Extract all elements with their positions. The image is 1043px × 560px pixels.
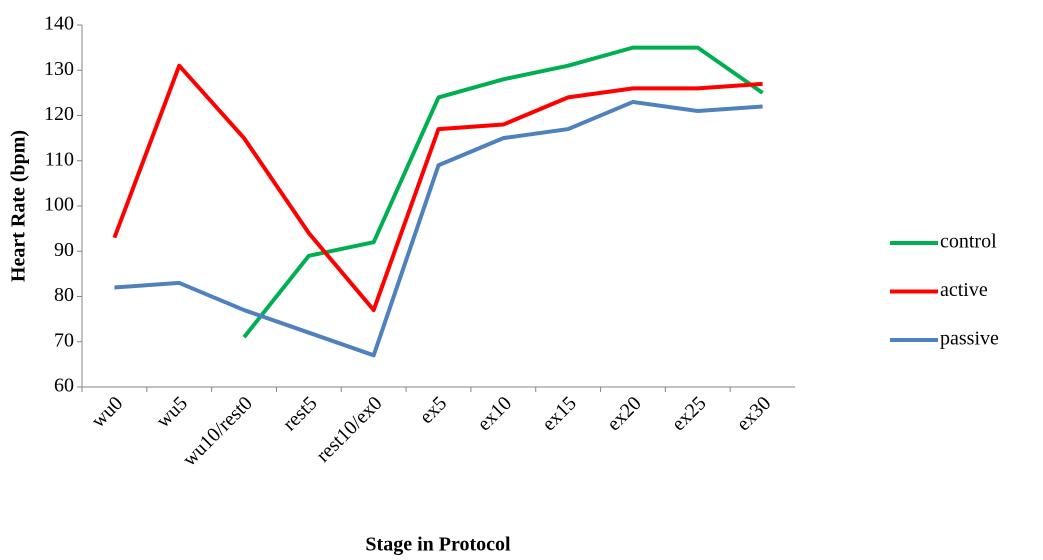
y-tick-label: 90 [54, 239, 74, 261]
x-tick-label: wu10/rest0 [178, 392, 256, 470]
x-tick-label: ex5 [415, 392, 451, 428]
y-tick-label: 80 [54, 284, 74, 306]
x-tick-label: ex30 [732, 392, 775, 435]
x-tick-label: ex25 [668, 392, 711, 435]
x-tick-label: wu0 [87, 392, 127, 432]
y-tick-label: 140 [44, 13, 74, 35]
y-tick-label: 60 [54, 375, 74, 397]
legend-label: control [940, 231, 997, 253]
y-tick-label: 130 [44, 58, 74, 80]
x-tick-label: rest10/ex0 [312, 392, 386, 466]
x-tick-label: ex20 [603, 392, 646, 435]
line-series [112, 63, 763, 313]
line-series [114, 99, 763, 358]
x-axis-title: Stage in Protocol [365, 534, 511, 556]
x-tick-label: rest5 [279, 392, 322, 435]
y-tick-label: 70 [54, 329, 74, 351]
legend-label: active [940, 279, 988, 301]
x-tick-label: wu5 [152, 392, 192, 432]
y-tick-label: 110 [45, 148, 74, 170]
y-tick-label: 100 [44, 194, 74, 216]
x-tick-label: ex15 [538, 392, 581, 435]
line-series [242, 45, 764, 339]
legend-label: passive [940, 328, 999, 350]
y-axis-title: Heart Rate (bpm) [8, 130, 30, 282]
x-tick-label: ex10 [473, 392, 516, 435]
y-tick-label: 120 [44, 103, 74, 125]
